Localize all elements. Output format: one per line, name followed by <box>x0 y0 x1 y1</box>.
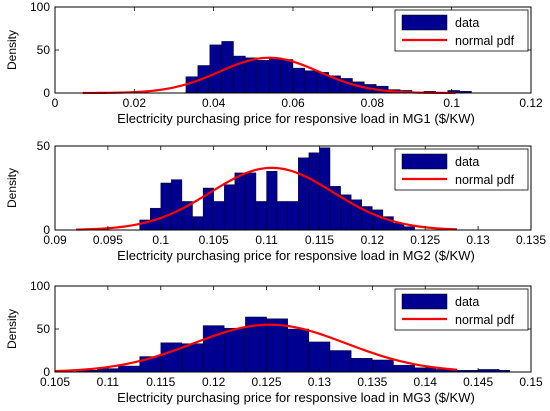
x-tick-label: 0.135 <box>516 233 546 247</box>
x-tick-label: 0.12 <box>519 96 543 110</box>
histogram-bar <box>372 359 394 373</box>
y-tick-label: 50 <box>37 43 51 57</box>
histogram-bar <box>372 209 384 231</box>
x-tick-label: 0.13 <box>308 375 332 389</box>
normal-pdf-curve <box>54 323 458 373</box>
subplot-2: 0.09 0.095 0.1 0.105 0.11 0.115 0.12 0.125 0.13 0… <box>5 139 546 263</box>
y-axis-label: Density <box>5 168 19 208</box>
legend-swatch-data <box>401 14 448 31</box>
histogram-bar <box>287 201 299 231</box>
histogram-bar <box>224 184 236 231</box>
y-tick-label: 0 <box>43 223 50 237</box>
x-tick-label: 0.04 <box>202 96 226 110</box>
legend: data normal pdf <box>394 288 529 331</box>
histogram-bar <box>280 59 294 94</box>
histogram-bar <box>245 172 257 231</box>
x-axis-label: Electricity purchasing price for respons… <box>117 390 475 405</box>
x-tick-label: 0.11 <box>255 233 278 247</box>
histogram-bar <box>308 152 320 231</box>
y-tick-label: 0 <box>43 86 50 100</box>
normal-pdf-curve <box>82 56 456 95</box>
histogram-bar <box>292 67 306 94</box>
histogram-bar <box>255 201 267 231</box>
legend-swatch-data <box>401 293 448 310</box>
histogram-bar <box>118 365 140 373</box>
x-tick-label: 0 <box>52 96 59 110</box>
x-tick-label: 0.145 <box>463 375 493 389</box>
histogram-bar <box>298 157 310 231</box>
x-tick-label: 0.13 <box>466 233 490 247</box>
normal-pdf-curve <box>76 166 457 231</box>
y-tick-label: 50 <box>37 139 51 153</box>
histogram-bar <box>171 179 183 231</box>
histogram-bar <box>276 201 288 231</box>
legend: data normal pdf <box>394 9 529 52</box>
histogram-bar <box>181 343 204 373</box>
subplot-1: 0 0.02 0.04 0.06 0.08 0.1 0.12 0 50 100 Electricit… <box>5 0 543 126</box>
histogram-bar <box>160 182 172 231</box>
x-tick-label: 0.12 <box>361 233 385 247</box>
histogram-bar <box>329 350 352 373</box>
histogram-bar <box>213 201 225 231</box>
x-tick-label: 0.11 <box>97 375 120 389</box>
y-tick-label: 0 <box>43 365 50 379</box>
legend: data normal pdf <box>394 148 529 191</box>
x-tick-label: 0.1 <box>152 233 169 247</box>
legend-label-normal-pdf: normal pdf <box>455 313 515 327</box>
legend-label-data: data <box>455 16 479 30</box>
legend-swatch-data <box>401 153 448 170</box>
x-axis-label: Electricity purchasing price for respons… <box>117 111 475 126</box>
histogram-bar <box>269 57 282 94</box>
x-tick-label: 0.14 <box>414 375 438 389</box>
legend-label-normal-pdf: normal pdf <box>455 34 515 48</box>
histogram-bar <box>234 172 246 231</box>
x-tick-label: 0.15 <box>519 375 543 389</box>
x-tick-label: 0.125 <box>252 375 282 389</box>
x-tick-label: 0.115 <box>305 233 334 247</box>
histogram-bar <box>245 57 258 94</box>
x-tick-label: 0.09 <box>43 233 67 247</box>
x-tick-label: 0.135 <box>357 375 387 389</box>
y-axis-label: Density <box>5 30 19 70</box>
histogram-bar <box>350 358 373 373</box>
x-tick-label: 0.115 <box>146 375 175 389</box>
x-tick-label: 0.1 <box>443 96 460 110</box>
histogram-bar <box>393 364 415 373</box>
y-axis-label: Density <box>5 309 19 349</box>
histogram-bar <box>224 327 246 373</box>
x-tick-label: 0.12 <box>202 375 226 389</box>
x-tick-label: 0.105 <box>40 375 70 389</box>
histogram-bar <box>308 341 331 373</box>
legend-label-normal-pdf: normal pdf <box>455 173 515 187</box>
y-tick-label: 100 <box>30 0 50 14</box>
histogram-bar <box>287 328 310 373</box>
histogram-bar <box>304 70 317 94</box>
x-tick-label: 0.095 <box>93 233 123 247</box>
histogram-bar <box>266 170 278 231</box>
y-tick-label: 50 <box>37 322 51 336</box>
x-tick-label: 0.08 <box>361 96 385 110</box>
legend-label-data: data <box>455 295 479 309</box>
subplot-3: 0.105 0.11 0.115 0.12 0.125 0.13 0.135 0.14 0.14… <box>5 279 543 405</box>
x-tick-label: 0.02 <box>123 96 147 110</box>
axes-frame <box>54 145 532 231</box>
x-axis-label: Electricity purchasing price for respons… <box>117 248 475 263</box>
legend-label-data: data <box>455 155 479 169</box>
x-tick-label: 0.125 <box>410 233 440 247</box>
histogram-bar <box>257 60 270 94</box>
histogram-bar <box>192 216 204 231</box>
x-tick-label: 0.06 <box>281 96 305 110</box>
histogram-bar <box>403 226 415 231</box>
x-tick-label: 0.105 <box>199 233 229 247</box>
y-tick-label: 100 <box>30 279 50 293</box>
histogram-bar <box>160 342 183 373</box>
histogram-bar <box>209 44 222 94</box>
